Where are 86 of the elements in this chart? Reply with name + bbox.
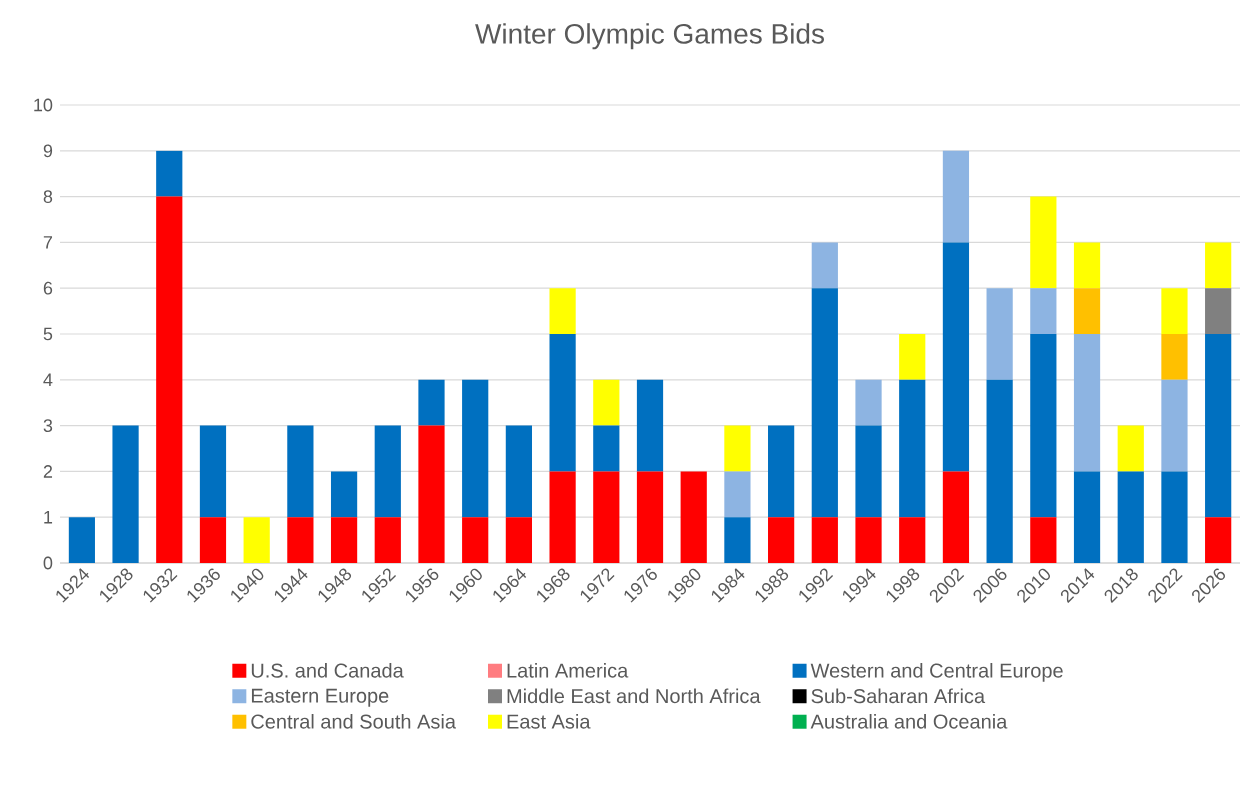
- y-tick-label: 6: [43, 281, 53, 295]
- y-tick-label: 5: [43, 327, 53, 341]
- bar: [1030, 517, 1057, 563]
- bar: [199, 425, 227, 518]
- bar: [811, 242, 838, 289]
- bar: [330, 471, 358, 518]
- bar: [855, 425, 882, 518]
- bar: [156, 196, 183, 563]
- bar: [199, 517, 227, 563]
- bar: [855, 517, 882, 563]
- legend-label: Sub-Saharan Africa: [811, 688, 986, 704]
- bar: [1030, 288, 1057, 334]
- y-tick-label: 7: [43, 236, 53, 249]
- y-tick-label: 3: [43, 419, 53, 432]
- legend-label: Latin America: [507, 663, 629, 678]
- bar: [811, 288, 838, 518]
- legend-label: Western and Central Europe: [810, 663, 1063, 682]
- bar: [1205, 288, 1232, 334]
- bar: [986, 288, 1013, 380]
- bar: [724, 517, 751, 563]
- legend-label: Eastern Europe: [251, 688, 389, 707]
- y-tick-label: 0: [43, 556, 53, 570]
- bar: [287, 517, 314, 563]
- bar: [1205, 242, 1232, 289]
- bar: [505, 517, 533, 563]
- bar: [942, 471, 970, 563]
- legend-label: Central and South Asia: [251, 713, 456, 729]
- bar: [418, 379, 445, 426]
- bar: [112, 425, 139, 563]
- legend-label: Middle East and North Africa: [507, 688, 761, 704]
- bar: [811, 517, 838, 563]
- legend-label: East Asia: [507, 713, 591, 729]
- bar: [724, 471, 751, 518]
- bar: [1161, 471, 1188, 563]
- bar: [1117, 471, 1144, 563]
- bar: [942, 242, 970, 472]
- bar: [462, 379, 489, 518]
- bar: [505, 425, 533, 518]
- bar: [330, 517, 358, 563]
- legend-label: U.S. and Canada: [251, 663, 404, 678]
- bar: [942, 150, 970, 243]
- bar: [243, 517, 270, 563]
- bar: [1161, 288, 1188, 334]
- bar: [899, 379, 926, 518]
- bar: [287, 425, 314, 518]
- bar: [593, 425, 620, 472]
- bar: [899, 334, 926, 380]
- bar: [68, 517, 95, 563]
- bar: [724, 425, 751, 472]
- bar: [855, 379, 882, 426]
- chart-title: Winter Olympic Games Bids: [475, 23, 824, 50]
- y-tick-label: 9: [43, 144, 53, 158]
- bar: [1117, 425, 1144, 472]
- bar: [1030, 196, 1057, 289]
- bar: [593, 471, 620, 563]
- bar: [374, 517, 401, 563]
- bar: [549, 334, 576, 472]
- bar: [680, 471, 707, 563]
- y-tick-label: 10: [34, 98, 53, 112]
- y-tick-label: 2: [43, 465, 53, 478]
- bar: [549, 471, 576, 563]
- bar: [374, 425, 401, 518]
- bar: [1205, 517, 1232, 563]
- bar: [549, 288, 576, 334]
- bar: [462, 517, 489, 563]
- bar: [1073, 471, 1101, 563]
- bar: [1161, 334, 1188, 380]
- bar: [1073, 242, 1101, 289]
- legend-label: Australia and Oceania: [810, 713, 1008, 729]
- y-tick-label: 8: [43, 190, 53, 203]
- bar: [986, 379, 1013, 563]
- bar: [1205, 334, 1232, 518]
- bar: [593, 379, 620, 426]
- y-tick-label: 1: [44, 511, 53, 524]
- bar: [418, 425, 445, 563]
- bar: [156, 150, 183, 197]
- bar: [899, 517, 926, 563]
- bar: [768, 517, 795, 563]
- bar: [1073, 288, 1101, 334]
- bar: [1161, 379, 1188, 472]
- bar: [1030, 334, 1057, 518]
- bar: [636, 379, 664, 472]
- y-tick-label: 4: [43, 373, 53, 386]
- bar: [636, 471, 664, 563]
- bar: [768, 425, 795, 518]
- bar: [1073, 334, 1101, 472]
